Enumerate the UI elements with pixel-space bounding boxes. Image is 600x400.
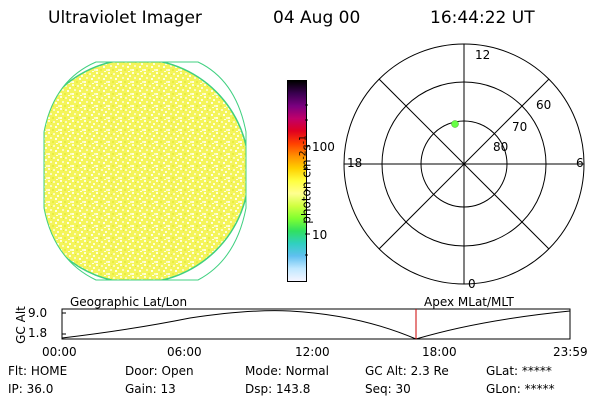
status-glat-label: GLat:: [486, 364, 519, 378]
status-glon-value: *****: [524, 382, 555, 396]
status-mode-value: Normal: [285, 364, 329, 378]
status-ip-label: IP:: [8, 382, 23, 396]
time-tick-0000: 00:00: [42, 345, 77, 359]
polar-observation-point: [451, 120, 459, 128]
status-door-label: Door:: [125, 364, 158, 378]
status-gc-alt-label: GC Alt:: [365, 364, 407, 378]
mlat-label-80: 80: [493, 140, 509, 154]
status-mode-label: Mode:: [245, 364, 282, 378]
instrument-title: Ultraviolet Imager: [48, 8, 202, 28]
time-tick-1800: 18:00: [422, 345, 457, 359]
status-glon-label: GLon:: [486, 382, 521, 396]
mlt-label-18: 18: [347, 156, 363, 170]
status-flt-label: Flt:: [8, 364, 27, 378]
status-seq-value: 30: [395, 382, 411, 396]
status-gain-value: 13: [160, 382, 176, 396]
mlat-label-60: 60: [536, 98, 552, 112]
status-dsp-label: Dsp:: [245, 382, 273, 396]
status-gain-label: Gain:: [125, 382, 157, 396]
mlt-label-12: 12: [475, 48, 491, 62]
image-time: 16:44:22 UT: [430, 8, 535, 28]
status-mode: Mode: Normal: [245, 364, 329, 378]
status-ip: IP: 36.0: [8, 382, 53, 396]
image-date: 04 Aug 00: [273, 8, 361, 28]
colorbar-tick-10: 10: [312, 228, 328, 242]
status-door-value: Open: [161, 364, 194, 378]
status-glon: GLon: *****: [486, 382, 555, 396]
status-gc-alt: GC Alt: 2.3 Re: [365, 364, 449, 378]
altitude-ytick-max: 9.0: [28, 306, 48, 320]
mlt-label-0: 0: [468, 277, 476, 291]
polar-diagonal-2: [378, 78, 550, 250]
mlt-label-6: 6: [576, 156, 584, 170]
status-dsp-value: 143.8: [275, 382, 311, 396]
status-door: Door: Open: [125, 364, 194, 378]
status-flt: Flt: HOME: [8, 364, 67, 378]
status-seq: Seq: 30: [365, 382, 411, 396]
colorbar-tick-100: 100: [312, 140, 335, 154]
status-glat: GLat: *****: [486, 364, 552, 378]
time-tick-1200: 12:00: [295, 345, 330, 359]
altitude-ytick-min: 1.8: [28, 326, 48, 340]
geographic-title: Geographic Lat/Lon: [70, 295, 188, 309]
status-ip-value: 36.0: [26, 382, 54, 396]
altitude-chart-frame: [61, 308, 571, 340]
status-flt-value: HOME: [30, 364, 68, 378]
color-scale-bar: [287, 80, 307, 282]
mlat-label-70: 70: [512, 120, 528, 134]
time-tick-2359: 23:59: [553, 345, 588, 359]
altitude-curve: [61, 310, 571, 340]
status-seq-label: Seq:: [365, 382, 392, 396]
status-gain: Gain: 13: [125, 382, 176, 396]
status-gc-alt-value: 2.3 Re: [410, 364, 449, 378]
status-glat-value: *****: [521, 364, 552, 378]
time-tick-0600: 06:00: [167, 345, 202, 359]
apex-title: Apex MLat/MLT: [424, 295, 514, 309]
status-dsp: Dsp: 143.8: [245, 382, 310, 396]
